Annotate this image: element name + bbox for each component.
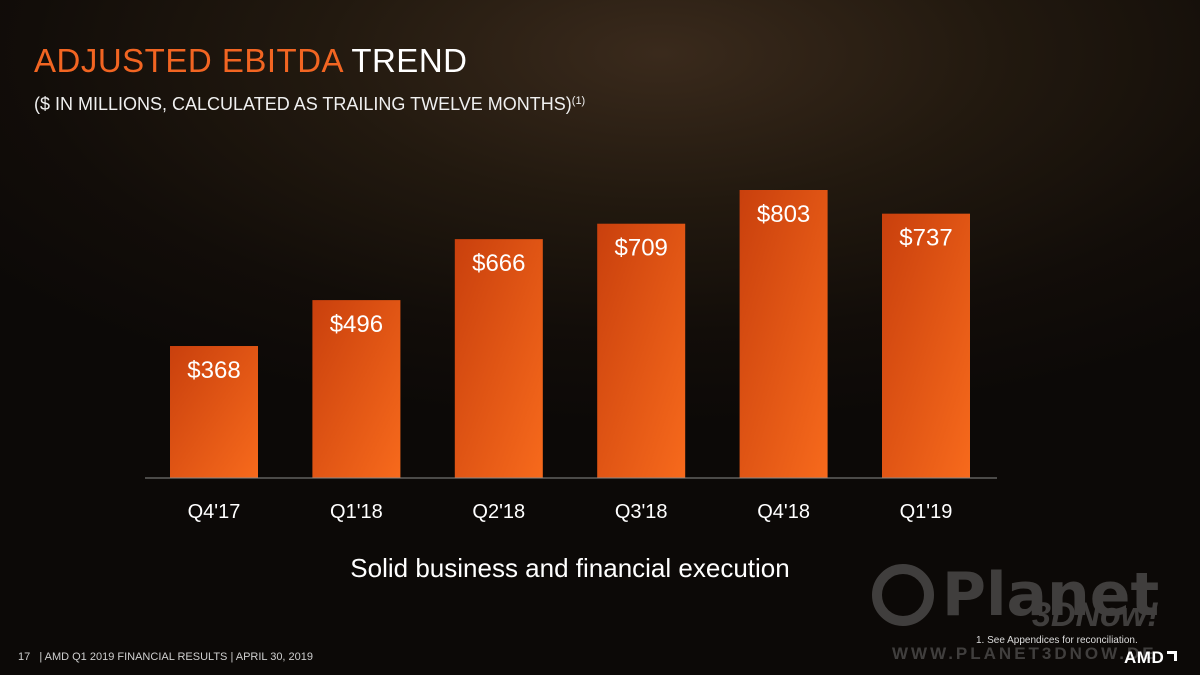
footnote: 1. See Appendices for reconciliation. xyxy=(976,635,1138,646)
tagline: Solid business and financial execution xyxy=(350,553,790,583)
bar-value-label: $737 xyxy=(899,225,952,252)
bar-4 xyxy=(739,190,828,478)
x-tick-label: Q3'18 xyxy=(615,501,668,523)
ebitda-bar-chart: $368 Q4'17 $496 Q1'18 $666 Q2'18 $709 Q3'18 $803… xyxy=(145,190,997,523)
x-tick-label: Q1'19 xyxy=(900,501,953,523)
title-plain: TREND xyxy=(351,42,468,79)
bar-value-label: $496 xyxy=(330,311,383,338)
footer: 17 | AMD Q1 2019 FINANCIAL RESULTS | APR… xyxy=(18,651,313,663)
bar-2 xyxy=(454,239,543,478)
bar-0 xyxy=(170,346,258,478)
slide-title: ADJUSTED EBITDA TREND xyxy=(34,44,467,77)
x-tick-label: Q1'18 xyxy=(330,501,383,523)
x-tick-label: Q2'18 xyxy=(472,501,525,523)
amd-logo-text: AMD xyxy=(1124,648,1165,667)
footer-text: | AMD Q1 2019 FINANCIAL RESULTS | APRIL … xyxy=(39,651,314,663)
watermark-main: Planet xyxy=(942,560,1160,630)
bar-3 xyxy=(597,223,686,478)
watermark: Planet 3DNow! WWW.PLANET3DNOW.DE xyxy=(872,552,1192,672)
watermark-url: WWW.PLANET3DNOW.DE xyxy=(892,644,1157,663)
subtitle-text: ($ IN MILLIONS, CALCULATED AS TRAILING T… xyxy=(34,94,572,114)
slide-subtitle: ($ IN MILLIONS, CALCULATED AS TRAILING T… xyxy=(34,94,585,115)
bar-5 xyxy=(882,213,970,478)
x-tick-label: Q4'18 xyxy=(757,501,810,523)
amd-arrow-icon xyxy=(1167,651,1178,661)
bar-value-label: $803 xyxy=(757,201,810,228)
bar-value-label: $709 xyxy=(615,235,668,262)
bar-value-label: $666 xyxy=(472,250,525,277)
amd-logo: AMD xyxy=(1124,648,1178,668)
bar-1 xyxy=(312,300,401,478)
page-number: 17 xyxy=(18,651,31,663)
title-accent: ADJUSTED EBITDA xyxy=(34,42,343,79)
subtitle-footnote-marker: (1) xyxy=(571,95,586,107)
watermark-sub: 3DNow! xyxy=(1032,596,1159,634)
watermark-logo-icon xyxy=(872,564,934,626)
bar-value-label: $368 xyxy=(187,357,240,384)
x-tick-label: Q4'17 xyxy=(188,501,241,523)
